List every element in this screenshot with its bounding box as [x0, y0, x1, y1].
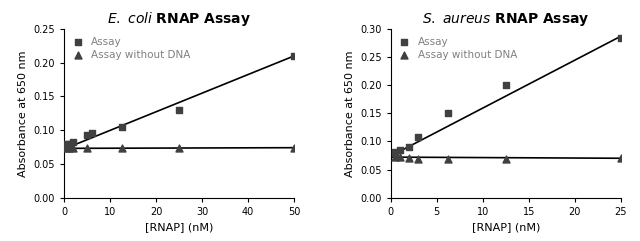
Title: $\mathit{E.\ coli}$$\bf{\ RNAP\ Assay}$: $\mathit{E.\ coli}$$\bf{\ RNAP\ Assay}$: [107, 10, 251, 28]
Assay: [500, 83, 511, 87]
Assay: [390, 150, 401, 154]
Y-axis label: Absorbance at 650 nm: Absorbance at 650 nm: [344, 50, 355, 176]
Assay without DNA: [63, 147, 74, 150]
Assay without DNA: [500, 157, 511, 161]
Assay: [82, 133, 92, 137]
Assay without DNA: [82, 147, 92, 150]
Assay without DNA: [616, 156, 626, 160]
Assay without DNA: [116, 147, 127, 150]
Assay without DNA: [413, 157, 424, 161]
Assay without DNA: [174, 147, 184, 150]
Assay: [61, 142, 72, 146]
X-axis label: [RNAP] (nM): [RNAP] (nM): [145, 222, 213, 232]
Assay without DNA: [390, 155, 401, 159]
Assay: [404, 145, 414, 149]
Assay: [616, 37, 626, 40]
Assay without DNA: [289, 146, 300, 150]
Assay: [68, 140, 78, 144]
Assay: [413, 135, 424, 139]
Assay without DNA: [61, 147, 72, 150]
Assay: [443, 111, 453, 115]
Assay: [86, 131, 97, 135]
Assay: [174, 108, 184, 112]
Legend: Assay, Assay without DNA: Assay, Assay without DNA: [396, 34, 520, 63]
Assay: [395, 148, 405, 152]
Title: $\mathit{S.\ aureus}$$\bf{\ RNAP\ Assay}$: $\mathit{S.\ aureus}$$\bf{\ RNAP\ Assay}…: [422, 11, 589, 28]
Y-axis label: Absorbance at 650 nm: Absorbance at 650 nm: [18, 50, 28, 176]
Assay without DNA: [395, 155, 405, 159]
Assay without DNA: [68, 147, 78, 150]
Assay without DNA: [404, 156, 414, 160]
Legend: Assay, Assay without DNA: Assay, Assay without DNA: [69, 34, 193, 63]
Assay without DNA: [443, 157, 453, 161]
Assay: [289, 54, 300, 58]
Assay: [116, 125, 127, 129]
X-axis label: [RNAP] (nM): [RNAP] (nM): [472, 222, 540, 232]
Assay: [63, 142, 74, 146]
